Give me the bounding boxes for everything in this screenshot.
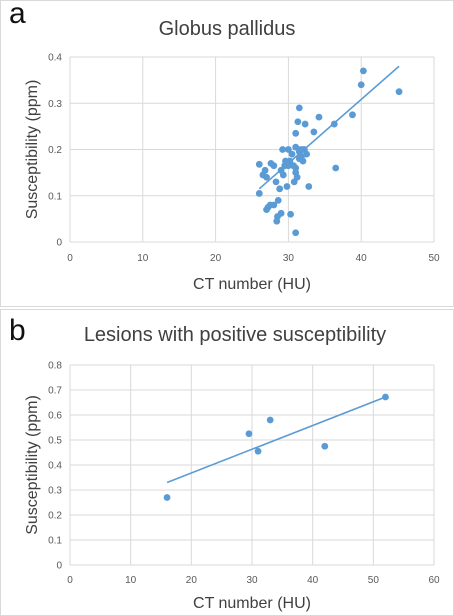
data-point — [270, 162, 278, 170]
data-point — [283, 183, 291, 190]
y-tick-label: 0.1 — [48, 191, 62, 202]
x-tick-label: 40 — [356, 253, 368, 264]
y-tick-label: 0.5 — [48, 436, 62, 447]
data-point — [294, 118, 302, 126]
data-point — [292, 164, 300, 172]
data-point — [301, 120, 309, 128]
data-point — [382, 393, 389, 401]
x-tick-label: 50 — [368, 575, 380, 586]
chart-lesions: 0 10 20 30 40 50 60 0 0.1 0.2 0.3 0.4 0.5 0.6 0.7 0.8 Le… — [24, 324, 440, 612]
data-point — [261, 166, 269, 174]
data-point — [263, 173, 270, 181]
x-tick-label: 30 — [283, 253, 295, 264]
data-point — [295, 104, 303, 112]
y-tick-label: 0.2 — [48, 511, 62, 522]
x-tick-label: 40 — [307, 575, 319, 586]
data-point — [315, 113, 323, 121]
x-axis-label: CT number (HU) — [193, 595, 311, 612]
panel-b: b 0 10 20 30 40 50 60 0 0.1 0.2 0.3 0.4 0.5 0.6 0.7 0.8… — [0, 309, 454, 616]
y-tick-label: 0.1 — [48, 536, 62, 547]
y-axis-label: Susceptibility (ppm) — [24, 80, 41, 220]
data-point — [279, 171, 287, 179]
data-point — [272, 178, 280, 186]
data-point — [286, 157, 294, 165]
data-point — [321, 442, 329, 450]
y-tick-label: 0.8 — [48, 361, 62, 372]
data-point — [266, 416, 274, 424]
data-point — [292, 143, 300, 151]
data-point — [357, 81, 365, 89]
data-point — [274, 196, 282, 204]
x-tick-label: 20 — [210, 253, 222, 264]
data-point — [287, 210, 294, 218]
data-point — [255, 190, 263, 197]
y-tick-label: 0 — [56, 561, 62, 572]
data-point — [279, 146, 286, 153]
y-tick-label: 0 — [56, 238, 62, 249]
data-point — [359, 67, 367, 75]
data-point — [395, 88, 403, 96]
x-tick-label: 50 — [428, 253, 440, 264]
data-point — [245, 430, 253, 438]
chart-title: Lesions with positive susceptibility — [84, 324, 386, 346]
data-point — [277, 209, 285, 217]
data-point — [310, 128, 318, 136]
x-axis-label: CT number (HU) — [193, 276, 311, 293]
panel-a: a 0 10 20 30 40 50 0 0.1 0.2 0.3 0.4 Globus pallidu… — [0, 0, 454, 307]
panel-letter-a: a — [9, 0, 26, 30]
chart-title: Globus pallidus — [159, 18, 296, 40]
y-tick-label: 0.3 — [48, 486, 62, 497]
data-point — [332, 164, 340, 172]
trendline — [166, 396, 386, 484]
data-point — [299, 157, 307, 165]
data-point — [276, 185, 284, 193]
data-point — [330, 120, 338, 128]
data-point — [305, 183, 313, 190]
y-axis-label: Susceptibility (ppm) — [24, 395, 41, 535]
data-point — [270, 201, 278, 209]
y-tick-label: 0.3 — [48, 99, 62, 110]
x-tick-label: 10 — [137, 253, 149, 264]
x-tick-label: 60 — [428, 575, 440, 586]
x-tick-label: 20 — [186, 575, 198, 586]
data-point — [293, 173, 301, 181]
data-point — [288, 150, 296, 158]
x-tick-label: 30 — [246, 575, 258, 586]
data-point — [303, 150, 310, 158]
data-point — [285, 146, 292, 153]
data-point — [254, 447, 262, 455]
x-tick-label: 0 — [67, 575, 73, 586]
data-point — [292, 129, 300, 137]
y-tick-label: 0.6 — [48, 411, 62, 422]
y-tick-label: 0.2 — [48, 145, 62, 156]
data-point — [349, 111, 356, 119]
y-tick-label: 0.7 — [48, 386, 62, 397]
data-point — [292, 229, 300, 237]
y-tick-label: 0.4 — [48, 461, 62, 472]
data-point — [255, 160, 263, 168]
chart-globus-pallidus: 0 10 20 30 40 50 0 0.1 0.2 0.3 0.4 Globus pallidus C… — [24, 18, 440, 293]
data-point — [163, 494, 171, 501]
x-tick-label: 0 — [67, 253, 73, 264]
x-tick-label: 10 — [125, 575, 137, 586]
panel-letter-b: b — [9, 314, 26, 347]
y-tick-label: 0.4 — [48, 53, 62, 64]
